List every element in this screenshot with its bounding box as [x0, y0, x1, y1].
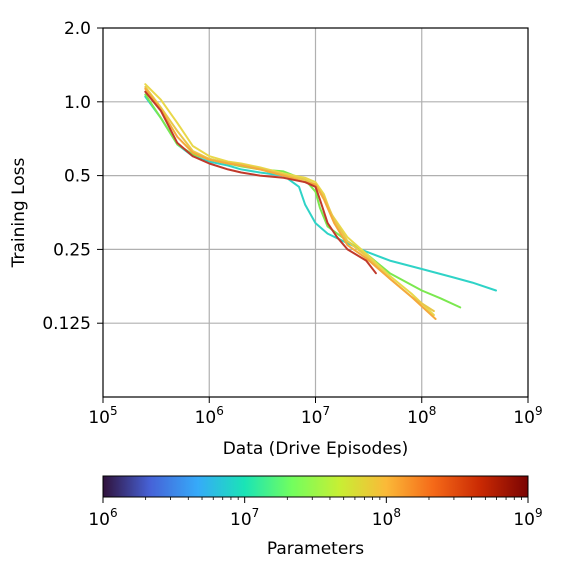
x-tick-label: 105	[88, 404, 117, 428]
x-axis-label: Data (Drive Episodes)	[223, 439, 409, 459]
y-tick-label: 0.25	[53, 240, 91, 260]
x-tick-label: 107	[301, 404, 330, 428]
colorbar-tick-label: 109	[513, 506, 542, 530]
series-line-3	[144, 83, 435, 316]
series-lines	[144, 83, 497, 320]
series-line-2	[144, 93, 462, 309]
series-line-6	[144, 90, 377, 275]
series-line-5	[144, 87, 437, 320]
x-tick-label: 108	[407, 404, 436, 428]
colorbar-tick-label: 107	[230, 506, 259, 530]
x-tick-label: 106	[195, 404, 224, 428]
colorbar	[102, 475, 529, 498]
colorbar-label: Parameters	[267, 539, 364, 559]
y-axis-ticks: 2.0 1.0 0.5 0.25 0.125	[42, 19, 103, 334]
grid-lines	[103, 28, 528, 397]
colorbar-tick-label: 106	[88, 506, 117, 530]
colorbar-ticks: 106 107 108 109	[88, 497, 543, 530]
y-axis-label: Training Loss	[9, 157, 29, 268]
y-tick-label: 0.5	[64, 167, 91, 187]
y-tick-label: 0.125	[42, 314, 91, 334]
y-tick-label: 2.0	[64, 19, 91, 39]
colorbar-tick-label: 108	[372, 506, 401, 530]
series-line-4	[144, 85, 435, 313]
x-axis-ticks: 105 106 107 108 109	[88, 397, 543, 428]
x-tick-label: 109	[513, 404, 542, 428]
y-tick-label: 1.0	[64, 93, 91, 113]
